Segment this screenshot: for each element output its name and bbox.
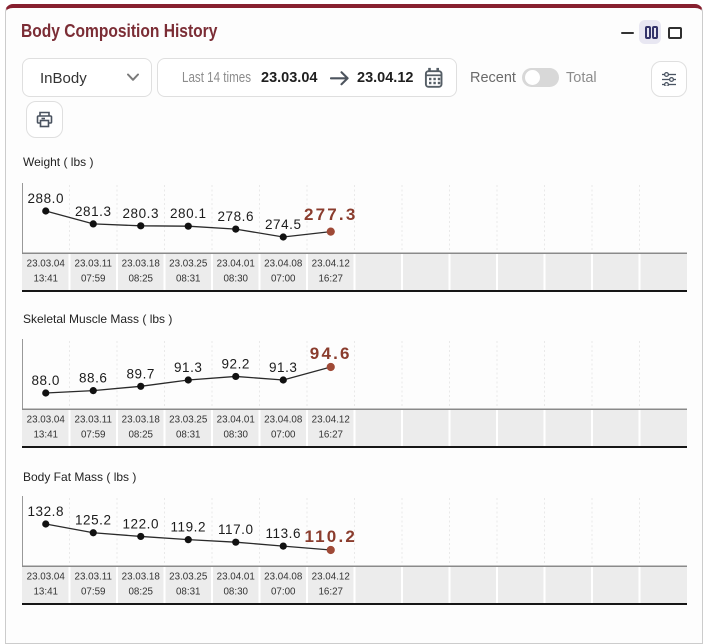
svg-text:08:31: 08:31 [176, 274, 201, 285]
svg-text:23.03.25: 23.03.25 [169, 571, 208, 582]
svg-text:277.3: 277.3 [304, 205, 358, 224]
svg-text:23.04.01: 23.04.01 [217, 414, 255, 425]
svg-text:110.2: 110.2 [304, 527, 357, 546]
svg-text:288.0: 288.0 [27, 191, 64, 206]
svg-text:08:30: 08:30 [223, 587, 248, 598]
svg-text:08:25: 08:25 [128, 430, 153, 441]
svg-text:16:27: 16:27 [318, 430, 343, 441]
svg-text:23.04.01: 23.04.01 [217, 258, 255, 269]
svg-text:08:25: 08:25 [128, 274, 153, 285]
svg-text:88.0: 88.0 [32, 373, 60, 388]
svg-text:23.03.04: 23.03.04 [27, 414, 66, 425]
svg-text:122.0: 122.0 [122, 516, 159, 531]
svg-text:23.03.18: 23.03.18 [122, 258, 161, 269]
svg-text:07:00: 07:00 [271, 587, 296, 598]
svg-text:07:00: 07:00 [271, 274, 296, 285]
svg-text:23.03.11: 23.03.11 [75, 571, 112, 582]
svg-text:23.03.04: 23.03.04 [27, 258, 66, 269]
svg-text:08:30: 08:30 [223, 274, 248, 285]
svg-text:07:59: 07:59 [81, 587, 106, 598]
svg-text:23.03.11: 23.03.11 [75, 258, 112, 269]
svg-text:23.04.08: 23.04.08 [264, 258, 303, 269]
svg-text:91.3: 91.3 [174, 360, 202, 375]
svg-text:89.7: 89.7 [127, 366, 155, 381]
svg-text:278.6: 278.6 [217, 209, 254, 224]
svg-text:281.3: 281.3 [75, 204, 112, 219]
svg-text:13:41: 13:41 [33, 274, 58, 285]
svg-text:08:31: 08:31 [176, 587, 201, 598]
svg-text:23.04.12: 23.04.12 [312, 571, 350, 582]
svg-text:23.03.04: 23.03.04 [27, 571, 66, 582]
svg-text:16:27: 16:27 [318, 587, 343, 598]
svg-text:23.04.08: 23.04.08 [264, 571, 303, 582]
svg-text:16:27: 16:27 [318, 274, 343, 285]
svg-text:280.1: 280.1 [170, 206, 207, 221]
svg-text:23.03.25: 23.03.25 [169, 414, 208, 425]
svg-text:13:41: 13:41 [33, 430, 58, 441]
svg-text:119.2: 119.2 [170, 520, 206, 535]
svg-text:13:41: 13:41 [33, 587, 58, 598]
svg-text:07:59: 07:59 [81, 430, 106, 441]
svg-text:07:59: 07:59 [81, 274, 106, 285]
svg-text:113.6: 113.6 [265, 526, 301, 541]
svg-text:91.3: 91.3 [269, 360, 297, 375]
svg-text:117.0: 117.0 [218, 522, 254, 537]
svg-text:23.03.18: 23.03.18 [122, 571, 161, 582]
svg-text:23.04.12: 23.04.12 [312, 258, 350, 269]
svg-text:07:00: 07:00 [271, 430, 296, 441]
svg-text:23.03.25: 23.03.25 [169, 258, 208, 269]
svg-text:94.6: 94.6 [310, 344, 352, 363]
svg-text:92.2: 92.2 [222, 356, 250, 371]
svg-text:08:31: 08:31 [176, 430, 201, 441]
svg-text:132.8: 132.8 [27, 504, 64, 519]
svg-text:23.04.01: 23.04.01 [217, 571, 255, 582]
svg-text:08:25: 08:25 [128, 587, 153, 598]
svg-text:274.5: 274.5 [265, 217, 302, 232]
svg-text:125.2: 125.2 [75, 513, 112, 528]
svg-text:23.03.18: 23.03.18 [122, 414, 161, 425]
svg-text:88.6: 88.6 [79, 371, 107, 386]
svg-text:280.3: 280.3 [122, 206, 159, 221]
svg-text:23.03.11: 23.03.11 [75, 414, 112, 425]
svg-text:23.04.08: 23.04.08 [264, 414, 303, 425]
svg-text:08:30: 08:30 [223, 430, 248, 441]
svg-text:23.04.12: 23.04.12 [312, 414, 350, 425]
